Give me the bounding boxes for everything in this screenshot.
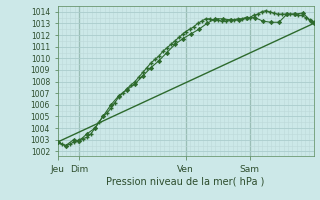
X-axis label: Pression niveau de la mer( hPa ): Pression niveau de la mer( hPa ) (107, 177, 265, 187)
